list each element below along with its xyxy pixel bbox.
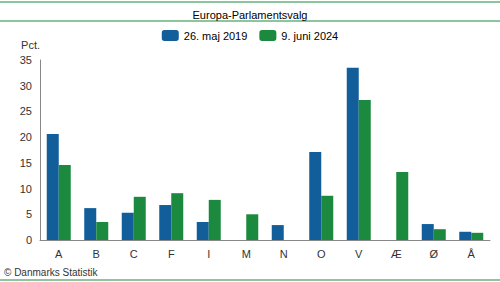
svg-text:V: V: [355, 248, 363, 260]
svg-text:Europa-Parlamentsvalg: Europa-Parlamentsvalg: [193, 9, 308, 21]
svg-text:25: 25: [20, 105, 32, 117]
svg-text:10: 10: [20, 183, 32, 195]
svg-text:C: C: [130, 248, 138, 260]
svg-text:Æ: Æ: [391, 248, 402, 260]
svg-text:9. juni 2024: 9. juni 2024: [281, 30, 338, 42]
svg-text:Å: Å: [468, 248, 476, 260]
svg-text:Ø: Ø: [429, 248, 438, 260]
svg-text:20: 20: [20, 131, 32, 143]
svg-text:I: I: [207, 248, 210, 260]
svg-text:30: 30: [20, 80, 32, 92]
svg-text:0: 0: [26, 234, 32, 246]
svg-text:M: M: [242, 248, 251, 260]
svg-text:15: 15: [20, 157, 32, 169]
svg-text:F: F: [168, 248, 175, 260]
svg-text:Pct.: Pct.: [21, 39, 40, 51]
svg-text:26. maj 2019: 26. maj 2019: [184, 30, 248, 42]
svg-text:5: 5: [26, 208, 32, 220]
svg-text:N: N: [280, 248, 288, 260]
svg-text:35: 35: [20, 54, 32, 66]
svg-text:A: A: [55, 248, 63, 260]
svg-text:O: O: [317, 248, 326, 260]
svg-text:B: B: [93, 248, 100, 260]
svg-text:© Danmarks Statistik: © Danmarks Statistik: [4, 267, 99, 278]
